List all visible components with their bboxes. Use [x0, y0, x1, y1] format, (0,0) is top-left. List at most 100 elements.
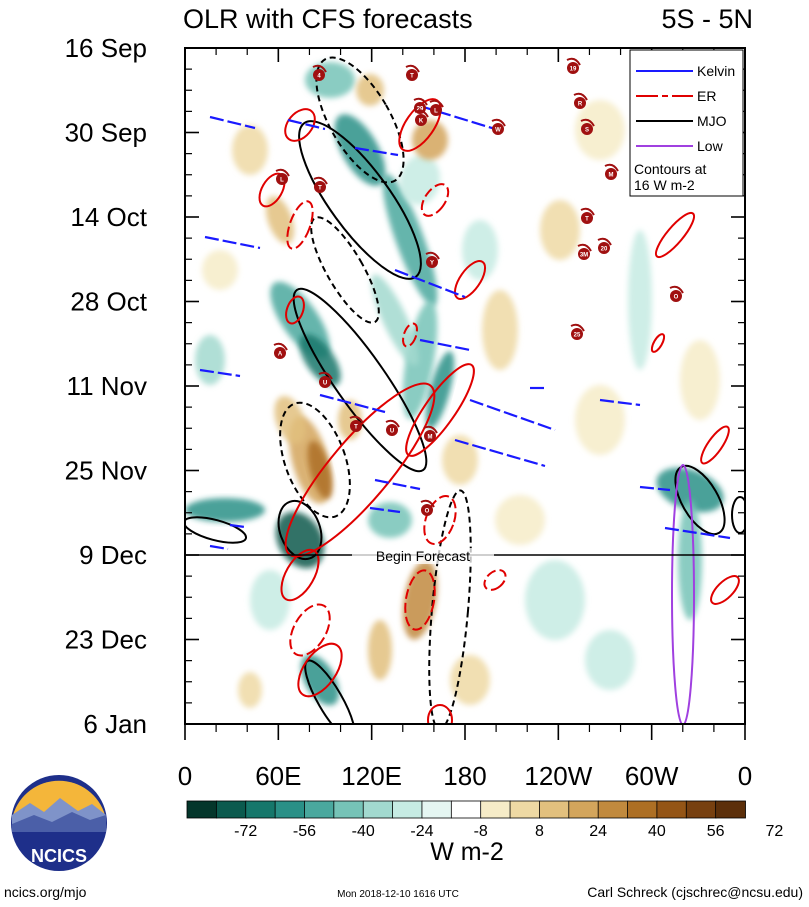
kelvin-contour [204, 235, 261, 250]
tc-marker [424, 430, 436, 442]
tc-swirl [597, 237, 612, 246]
kelvin-contour [419, 104, 506, 134]
tc-marker [581, 212, 593, 224]
kelvin-contour [287, 118, 326, 131]
tc-label: 3M [580, 253, 588, 259]
tc-swirl [570, 323, 585, 332]
tc-marker [314, 181, 326, 193]
legend: Kelvin ER MJO Low Contours at 16 W m-2 [629, 49, 744, 197]
tc-marker [386, 424, 398, 436]
y-tick-label: 9 Dec [79, 540, 147, 570]
tc-marker [313, 69, 325, 81]
tc-label: 4 [317, 74, 321, 80]
tc-label: K [419, 119, 424, 125]
colorbar-tick-label: -56 [293, 823, 316, 840]
tc-marker [571, 328, 583, 340]
tc-swirl [349, 415, 364, 424]
tc-swirl [669, 285, 684, 294]
tc-label: W [495, 128, 501, 134]
olr-anomaly-patch [185, 498, 265, 522]
tc-label: L [280, 178, 284, 184]
olr-anomaly-patch [450, 655, 490, 705]
er-contour [650, 333, 666, 353]
olr-anomaly-patch [575, 100, 625, 160]
olr-anomaly-patch [195, 335, 225, 385]
colorbar-tick-label: 24 [589, 823, 607, 840]
olr-anomaly-patch [412, 120, 448, 160]
legend-label-er: ER [697, 88, 716, 104]
chart-title: OLR with CFS forecasts [183, 4, 473, 34]
kelvin-contour [454, 438, 546, 468]
mjo-contour-neg [428, 489, 472, 724]
x-tick-label: 60E [255, 761, 301, 791]
olr-anomaly-patch [307, 440, 333, 500]
colorbar-tick-label: -8 [474, 823, 488, 840]
tc-swirl [423, 425, 438, 434]
er-contour [285, 295, 305, 325]
tc-marker [605, 168, 617, 180]
mjo-contour-neg [315, 56, 405, 184]
tropical-cyclone-markers: 19 T 4 R 29 L K W S M L T T 3M 20 Y O 25 A U T U M O [273, 57, 684, 516]
er-contour [710, 575, 740, 605]
low-contour [671, 464, 695, 724]
olr-anomaly-patch [402, 300, 438, 420]
tc-marker [415, 114, 427, 126]
footer-author: Carl Schreck (cjschrec@ncsu.edu) [587, 884, 803, 900]
x-tick-label: 120W [524, 761, 592, 791]
tc-swirl [573, 92, 588, 101]
olr-anomaly-patch [250, 570, 290, 630]
colorbar-tick-label: -72 [234, 823, 257, 840]
begin-forecast-label: Begin Forecast [376, 548, 470, 564]
y-tick-label: 14 Oct [70, 202, 147, 232]
tc-marker [430, 104, 442, 116]
tc-swirl [577, 243, 592, 252]
y-tick-label: 6 Jan [83, 709, 147, 739]
y-tick-label: 16 Sep [65, 33, 147, 63]
olr-anomaly-patch [305, 62, 355, 98]
kelvin-contour [209, 115, 256, 130]
mjo-contour [277, 499, 323, 561]
olr-anomaly-patch [575, 385, 625, 455]
tc-label: U [323, 381, 327, 387]
olr-anomaly-patch [462, 220, 498, 280]
ncics-logo: NCICS [11, 775, 107, 871]
y-tick-label: 23 Dec [65, 625, 147, 655]
olr-anomaly-patch [300, 654, 340, 706]
colorbar-segment [362, 800, 394, 819]
colorbar-segment [421, 800, 453, 819]
tc-swirl [414, 109, 429, 118]
olr-anomaly-patch [540, 200, 580, 260]
colorbar-tick-label: 8 [535, 823, 544, 840]
tc-swirl [413, 97, 428, 106]
olr-anomaly-patch [399, 155, 441, 205]
x-tick-label: 0 [738, 761, 752, 791]
olr-anomaly-patch [368, 502, 412, 538]
y-tick-label: 28 Oct [70, 287, 147, 317]
x-tick-label: 180 [443, 761, 486, 791]
legend-label-low: Low [697, 138, 724, 154]
colorbar-tick-label: 72 [765, 823, 783, 840]
tc-swirl [425, 251, 440, 260]
tc-swirl [580, 207, 595, 216]
colorbar-segment [656, 800, 688, 819]
tc-swirl [318, 371, 333, 380]
olr-anomaly-patch [232, 125, 268, 175]
tc-label: 19 [570, 67, 577, 73]
tc-marker [492, 123, 504, 135]
colorbar-tick-label: -40 [352, 823, 375, 840]
logo-text: NCICS [31, 846, 87, 866]
kelvin-contour [229, 523, 246, 529]
olr-anomaly-patch [371, 274, 419, 366]
tc-label: T [318, 186, 322, 192]
tc-label: 25 [574, 333, 581, 339]
olr-anomaly-patch [525, 560, 585, 640]
olr-anomaly-patch [356, 74, 384, 106]
colorbar-tick-label: -24 [410, 823, 433, 840]
legend-box [629, 49, 744, 197]
tc-label: T [354, 425, 358, 431]
tc-marker [276, 173, 288, 185]
olr-anomaly-patch [680, 340, 720, 420]
colorbar-segment [597, 800, 629, 819]
legend-label-kelvin: Kelvin [697, 63, 735, 79]
tc-label: R [578, 102, 583, 108]
